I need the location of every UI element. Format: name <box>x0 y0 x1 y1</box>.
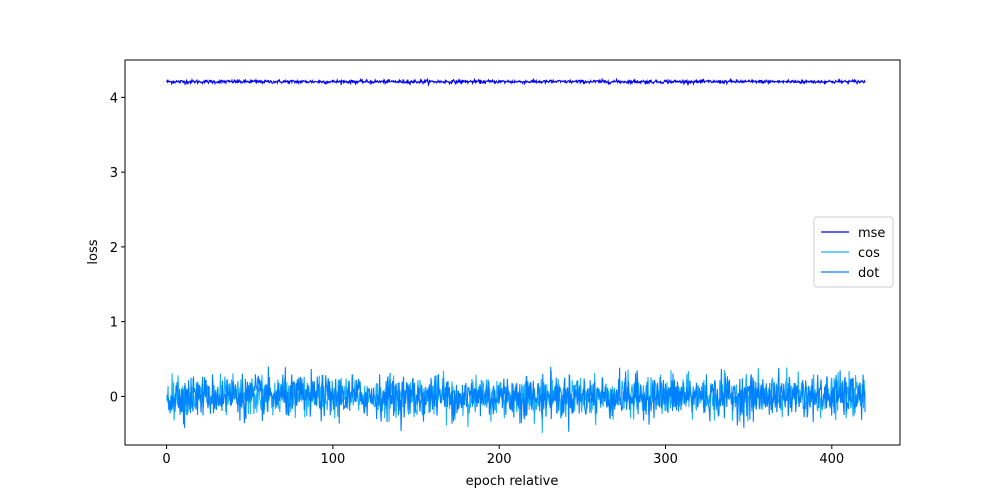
legend-label-dot: dot <box>858 266 879 281</box>
y-tick-label: 1 <box>110 316 118 331</box>
x-tick-label: 100 <box>320 452 345 467</box>
legend-label-cos: cos <box>858 246 880 261</box>
y-axis: 0 1 2 3 4 <box>110 91 125 405</box>
x-axis-label: epoch relative <box>466 474 559 489</box>
x-tick-label: 0 <box>162 452 170 467</box>
y-tick-label: 3 <box>110 166 118 181</box>
series-layer <box>166 77 866 433</box>
y-axis-label: loss <box>86 239 101 264</box>
legend-box <box>813 216 894 288</box>
series-line-mse <box>166 77 866 87</box>
y-tick-label: 2 <box>110 241 118 256</box>
legend: mse cos dot <box>813 216 894 288</box>
plot-frame <box>124 59 901 446</box>
x-axis: 0 100 200 300 400 <box>162 445 844 467</box>
series-line-dot <box>166 366 866 432</box>
x-tick-label: 300 <box>653 452 678 467</box>
y-tick-label: 4 <box>110 91 118 106</box>
x-tick-label: 200 <box>487 452 512 467</box>
legend-label-mse: mse <box>858 226 885 241</box>
y-tick-label: 0 <box>110 390 118 405</box>
x-tick-label: 400 <box>819 452 844 467</box>
